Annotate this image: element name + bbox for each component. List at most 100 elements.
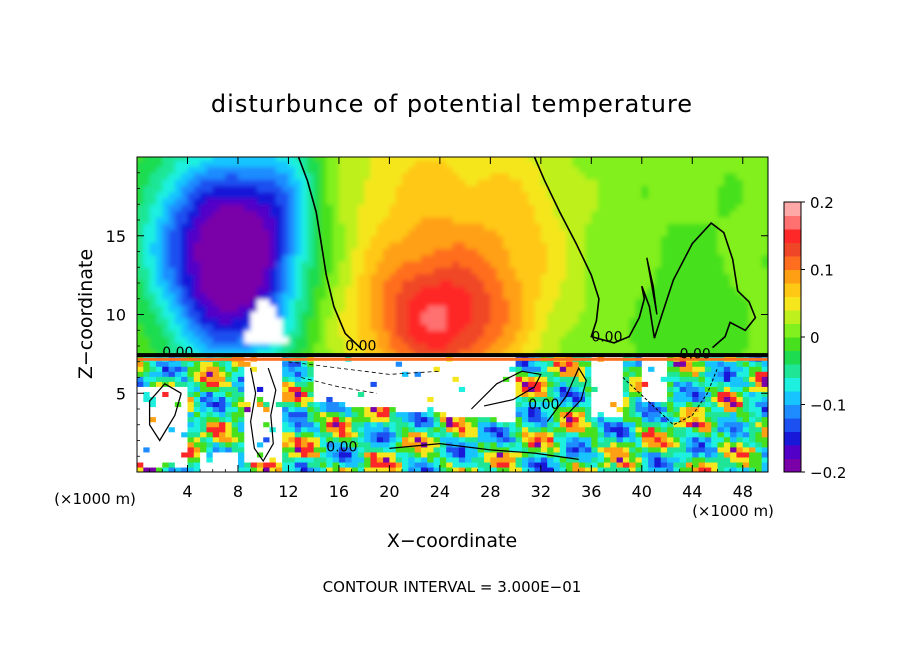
field-cell xyxy=(559,349,567,357)
field-cell xyxy=(219,279,226,287)
field-cell xyxy=(282,421,290,428)
field-cell xyxy=(250,349,258,357)
field-cell xyxy=(465,185,473,193)
field-cell xyxy=(458,172,466,180)
field-cell xyxy=(685,386,693,392)
field-cell xyxy=(357,292,365,300)
field-cell xyxy=(420,456,428,463)
field-cell xyxy=(288,160,296,168)
field-cell xyxy=(490,411,498,418)
field-cell xyxy=(174,223,182,231)
field-cell xyxy=(162,461,170,468)
field-cell xyxy=(496,157,504,161)
field-cell xyxy=(540,330,548,338)
field-cell xyxy=(402,386,409,392)
field-cell xyxy=(458,185,466,193)
field-cell xyxy=(212,436,220,443)
field-cell xyxy=(143,431,151,438)
field-cell xyxy=(761,451,768,458)
field-cell xyxy=(446,416,454,423)
field-cell xyxy=(534,216,542,224)
field-cell xyxy=(219,160,226,168)
field-cell xyxy=(402,441,409,448)
field-cell xyxy=(717,426,725,433)
field-cell xyxy=(654,267,662,275)
field-cell xyxy=(667,323,674,331)
field-cell xyxy=(585,210,592,218)
field-cell xyxy=(174,157,182,161)
field-cell xyxy=(427,396,435,403)
field-cell xyxy=(427,342,435,350)
field-cell xyxy=(616,451,624,458)
field-cell xyxy=(402,286,409,294)
field-cell xyxy=(395,254,403,262)
field-cell xyxy=(755,336,763,344)
field-cell xyxy=(307,451,315,458)
field-cell xyxy=(717,446,725,453)
field-cell xyxy=(351,466,359,472)
field-cell xyxy=(566,431,573,438)
field-cell xyxy=(458,248,466,256)
field-cell xyxy=(168,446,176,453)
field-cell xyxy=(370,411,378,418)
field-cell xyxy=(742,323,750,331)
field-cell xyxy=(736,267,744,275)
field-cell xyxy=(711,185,719,193)
field-cell xyxy=(629,248,637,256)
field-cell xyxy=(749,179,756,186)
field-cell xyxy=(137,260,144,268)
field-cell xyxy=(559,441,567,448)
field-cell xyxy=(503,148,510,155)
field-cell xyxy=(458,416,466,423)
field-cell xyxy=(313,254,321,262)
field-cell xyxy=(389,426,397,433)
field-cell xyxy=(402,426,409,433)
field-cell xyxy=(345,179,353,186)
field-cell xyxy=(635,286,643,294)
field-cell xyxy=(616,242,624,249)
field-cell xyxy=(648,426,656,433)
field-cell xyxy=(603,336,611,344)
field-cell xyxy=(389,305,397,312)
field-cell xyxy=(730,466,738,472)
field-cell xyxy=(168,292,176,300)
field-cell xyxy=(490,172,498,180)
field-cell xyxy=(736,466,744,472)
field-cell xyxy=(446,148,453,155)
field-cell xyxy=(301,160,308,168)
field-cell xyxy=(294,267,302,275)
field-cell xyxy=(219,391,226,397)
field-cell xyxy=(149,451,157,458)
field-cell xyxy=(433,229,441,237)
field-cell xyxy=(547,330,555,338)
field-cell xyxy=(654,317,662,325)
field-cell xyxy=(168,298,176,306)
field-cell xyxy=(231,456,239,463)
field-cell xyxy=(427,330,435,338)
field-cell xyxy=(244,223,252,231)
field-cell xyxy=(351,210,359,218)
field-cell xyxy=(288,391,296,397)
field-cell xyxy=(749,396,756,403)
field-cell xyxy=(364,401,372,408)
field-cell xyxy=(509,248,517,256)
field-cell xyxy=(616,254,624,262)
field-cell xyxy=(313,466,321,472)
field-cell xyxy=(351,461,359,468)
field-cell xyxy=(326,317,334,325)
field-cell xyxy=(742,349,750,357)
field-cell xyxy=(521,386,529,392)
field-cell xyxy=(420,254,428,262)
field-cell xyxy=(705,148,712,155)
field-cell xyxy=(692,446,700,453)
field-cell xyxy=(294,286,302,294)
field-cell xyxy=(660,160,668,168)
field-cell xyxy=(679,216,687,224)
field-cell xyxy=(610,305,618,312)
field-cell xyxy=(244,426,252,433)
field-cell xyxy=(395,242,403,249)
field-cell xyxy=(275,336,283,344)
field-cell xyxy=(395,160,403,168)
field-cell xyxy=(351,396,359,403)
field-cell xyxy=(484,157,491,161)
